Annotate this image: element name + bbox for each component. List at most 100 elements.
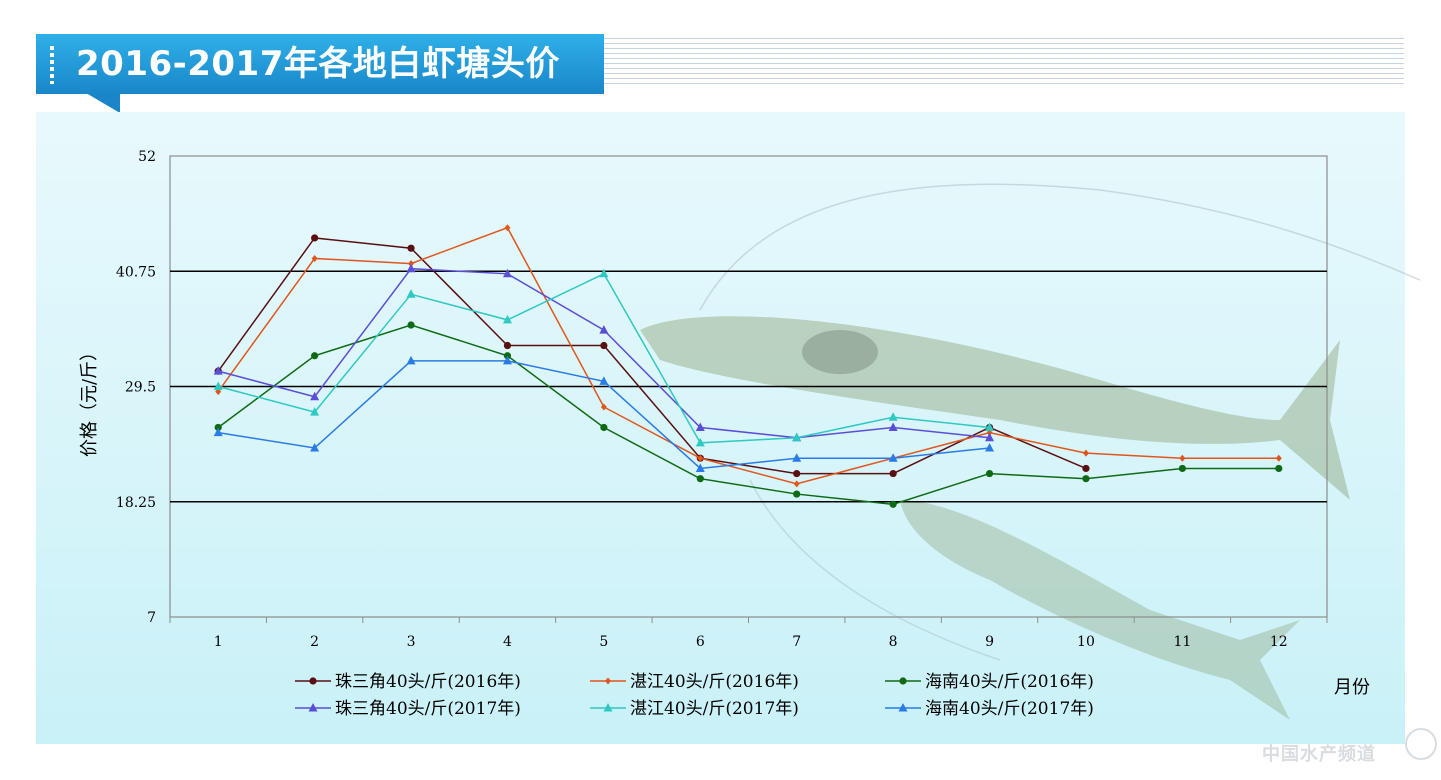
data-point	[793, 490, 801, 498]
data-point	[695, 463, 705, 472]
x-tick-label: 3	[407, 634, 416, 650]
data-point	[213, 381, 223, 390]
x-tick-label: 5	[599, 634, 608, 650]
header-stripes-decoration	[604, 38, 1404, 84]
data-point	[406, 289, 416, 298]
x-tick-label: 2	[310, 634, 319, 650]
x-tick-label: 8	[889, 634, 898, 650]
legend-marker	[309, 677, 317, 685]
data-point	[213, 427, 223, 437]
data-point	[599, 325, 609, 334]
y-tick-label: 52	[138, 149, 156, 165]
data-point	[407, 244, 415, 252]
data-point	[600, 423, 608, 432]
data-point	[310, 442, 320, 452]
y-tick-label: 7	[147, 610, 156, 626]
data-point	[407, 321, 415, 329]
data-point	[889, 500, 897, 508]
data-point	[599, 268, 609, 278]
legend-marker	[899, 677, 907, 685]
data-point	[1179, 454, 1186, 462]
watermark-text: 中国水产频道	[1262, 744, 1376, 765]
data-point	[888, 412, 898, 421]
data-point	[695, 422, 705, 431]
data-point	[600, 403, 607, 411]
title-banner	[36, 34, 604, 94]
x-tick-label: 10	[1077, 634, 1095, 650]
data-point	[695, 437, 705, 447]
legend-label: 珠三角40头/斤(2016年)	[335, 672, 521, 692]
x-tick-label: 4	[503, 634, 512, 650]
legend-label: 湛江40头/斤(2017年)	[630, 699, 799, 719]
data-point	[599, 376, 609, 385]
data-point	[696, 475, 704, 483]
data-point	[502, 355, 512, 365]
data-point	[1082, 475, 1090, 483]
data-point	[408, 260, 415, 268]
data-point	[600, 341, 608, 350]
data-point	[310, 391, 320, 401]
data-point	[214, 423, 222, 432]
chart-legend: 珠三角40头/斤(2016年) 湛江40头/斤(2016年) 海南40头/斤(201…	[295, 672, 1094, 719]
legend-label: 海南40头/斤(2017年)	[925, 699, 1094, 719]
x-tick-label: 6	[696, 634, 705, 650]
data-point	[1082, 449, 1089, 457]
x-tick-label: 9	[985, 634, 994, 650]
y-tick-label: 18.25	[116, 495, 156, 511]
data-point	[793, 480, 800, 488]
data-point	[1082, 464, 1090, 473]
legend-marker	[603, 703, 613, 712]
data-point	[1178, 464, 1186, 473]
data-point	[985, 442, 995, 452]
data-point	[311, 352, 319, 360]
data-point	[310, 407, 320, 416]
series-line	[217, 226, 1279, 485]
x-tick-label: 7	[792, 634, 801, 650]
data-point	[697, 454, 704, 462]
legend-label: 珠三角40头/斤(2017年)	[335, 699, 521, 719]
page-title: 2016-2017年各地白虾塘头价	[76, 44, 560, 84]
data-point	[311, 234, 319, 242]
y-axis-label: 价格（元/斤）	[79, 343, 100, 457]
chart-panel	[36, 112, 1405, 744]
legend-marker	[898, 703, 908, 712]
data-point	[503, 341, 512, 350]
y-tick-label: 40.75	[116, 264, 156, 280]
x-tick-label: 1	[214, 634, 223, 650]
series-line	[217, 237, 1087, 475]
data-point	[1275, 454, 1282, 462]
shrimp-illustration	[640, 183, 1421, 720]
x-tick-label: 12	[1270, 634, 1288, 650]
x-axis-label: 月份	[1334, 677, 1370, 698]
data-point	[888, 453, 898, 462]
globe-icon	[1405, 728, 1437, 760]
data-point	[311, 254, 318, 262]
series-line	[217, 324, 1279, 506]
title-banner-tail	[86, 93, 120, 113]
data-point	[1275, 464, 1283, 473]
banner-dots-decoration	[50, 46, 54, 84]
data-point	[502, 268, 512, 278]
legend-marker	[308, 703, 318, 712]
data-point	[889, 469, 897, 478]
data-point	[888, 422, 898, 431]
legend-marker	[605, 677, 611, 685]
data-point	[213, 366, 223, 375]
x-tick-label: 11	[1173, 634, 1191, 650]
data-point	[504, 224, 511, 232]
legend-label: 海南40头/斤(2016年)	[925, 672, 1094, 692]
data-point	[502, 314, 512, 324]
data-point	[985, 432, 995, 442]
data-point	[792, 453, 802, 462]
legend-label: 湛江40头/斤(2016年)	[630, 672, 799, 692]
data-point	[406, 263, 416, 273]
data-point	[792, 432, 802, 442]
y-tick-label: 29.5	[125, 380, 156, 396]
data-point	[503, 352, 512, 360]
data-point	[985, 422, 995, 431]
data-point	[793, 469, 801, 478]
data-point	[406, 355, 416, 365]
data-point	[985, 469, 994, 478]
